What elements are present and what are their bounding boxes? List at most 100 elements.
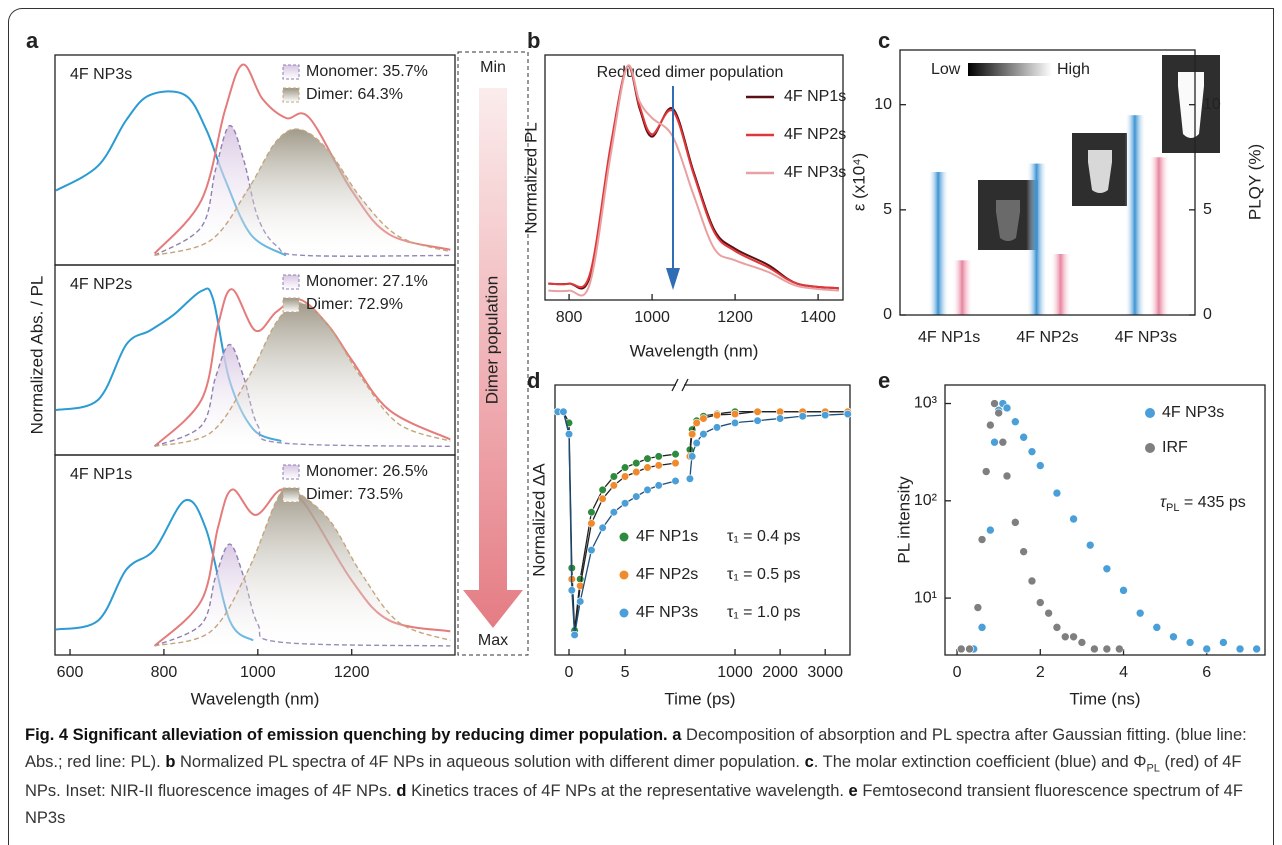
panel-letter: d xyxy=(527,368,540,393)
x-tick-label: 1400 xyxy=(800,309,836,326)
data-point xyxy=(1035,598,1045,607)
legend-label: Monomer: 26.5% xyxy=(306,463,428,480)
fit-line xyxy=(557,411,676,636)
data-point xyxy=(990,437,999,447)
caption-run: . The molar extinction coefficient (blue… xyxy=(813,752,1147,771)
data-point xyxy=(1219,638,1228,647)
panel-letter: e xyxy=(878,368,890,393)
axis-title: PLQY (%) xyxy=(1245,144,1264,220)
axis-title: ε (x10⁴) xyxy=(849,153,868,211)
data-point xyxy=(609,508,618,517)
plot-frame xyxy=(899,49,1196,316)
data-point xyxy=(712,423,722,432)
caption-run: c xyxy=(804,752,814,771)
data-point xyxy=(643,454,652,463)
data-point xyxy=(654,461,663,470)
data-point xyxy=(730,418,740,428)
x-tick-label: 0 xyxy=(565,664,574,681)
data-point xyxy=(843,409,852,419)
data-point xyxy=(1027,576,1037,586)
data-point xyxy=(1085,540,1095,550)
data-point xyxy=(981,467,991,476)
data-point xyxy=(632,458,641,468)
x-tick-label: 0 xyxy=(953,664,962,681)
data-point xyxy=(821,411,830,420)
axis-title: Time (ps) xyxy=(664,689,735,708)
data-point xyxy=(598,494,607,503)
legend-marker xyxy=(619,608,629,618)
legend-marker xyxy=(1145,443,1155,453)
y-tick-label: 0 xyxy=(883,306,892,323)
data-point xyxy=(1019,432,1028,442)
figure-border xyxy=(8,8,1274,845)
data-point xyxy=(994,408,1003,418)
component-area xyxy=(154,302,451,447)
data-point xyxy=(587,546,596,555)
x-tick-label: 5 xyxy=(621,664,630,681)
annotation: Reduced dimer population xyxy=(597,64,784,81)
data-point xyxy=(965,644,974,654)
data-point xyxy=(598,523,607,532)
data-point xyxy=(1202,644,1212,654)
subplot-title: 4F NP3s xyxy=(70,66,132,83)
legend-annotation: τ₁ = 0.4 ps xyxy=(727,528,801,545)
data-point xyxy=(598,485,607,494)
legend-swatch xyxy=(282,464,300,480)
legend-swatch xyxy=(282,87,300,103)
legend-label: 4F NP2s xyxy=(784,126,846,143)
legend-annotation: τ₁ = 0.5 ps xyxy=(727,566,801,583)
arrow-top: Min xyxy=(480,59,506,76)
x-tick-label: 1000 xyxy=(240,664,276,681)
caption-run: Kinetics traces of 4F NPs at the represe… xyxy=(406,781,849,800)
data-point xyxy=(671,476,680,486)
x-tick-label: 6 xyxy=(1202,664,1211,681)
component-line xyxy=(154,124,451,257)
data-point xyxy=(1027,447,1037,456)
y-tick-label: 10² xyxy=(914,492,938,509)
bar xyxy=(1050,254,1071,315)
data-point xyxy=(620,499,630,508)
data-point xyxy=(956,644,966,654)
arrow xyxy=(463,88,523,628)
axis-title: Normalized Abs. / PL xyxy=(27,276,46,435)
data-point xyxy=(688,452,697,461)
arrow-box xyxy=(457,51,529,656)
data-point xyxy=(688,429,697,439)
spectrum-line xyxy=(548,65,839,290)
data-point xyxy=(632,467,641,477)
legend-label: Dimer: 72.9% xyxy=(306,296,403,313)
spectrum-line xyxy=(153,288,451,448)
data-point xyxy=(977,535,987,544)
legend-label: IRF xyxy=(1162,439,1188,456)
legend-label: 4F NP1s xyxy=(784,88,846,105)
x-tick-label: 4F NP3s xyxy=(1115,329,1177,346)
colorbar-high: High xyxy=(1057,61,1090,78)
legend-label: 4F NP3s xyxy=(636,604,698,621)
spectrum-line xyxy=(548,64,839,297)
figure: a 4F NP3s Monomer: 35.7% Dimer: 64.3% 4F NP2… xyxy=(26,28,1266,708)
legend-marker xyxy=(619,532,629,542)
caption-run: d xyxy=(396,781,407,800)
x-tick-label: 1000 xyxy=(634,309,670,326)
y-tick-label: 10 xyxy=(1203,96,1221,113)
x-tick-label: 600 xyxy=(57,664,84,681)
axis-title: Wavelength (nm) xyxy=(630,341,759,360)
data-point xyxy=(564,429,574,439)
caption-run: PL xyxy=(1146,762,1160,775)
x-tick-label: 1200 xyxy=(334,664,370,681)
annotation-text: = 435 ps xyxy=(1179,494,1245,511)
legend-label: Monomer: 35.7% xyxy=(306,63,428,80)
component-area xyxy=(154,129,451,256)
data-point xyxy=(1077,638,1087,647)
fit-line xyxy=(557,411,676,631)
legend-swatch xyxy=(282,64,300,80)
subplot-title: 4F NP2s xyxy=(70,276,132,293)
bar xyxy=(1148,157,1169,315)
data-point xyxy=(643,485,652,494)
data-point xyxy=(1052,623,1062,632)
bar xyxy=(1026,163,1047,315)
annotation-sub: PL xyxy=(1166,502,1179,514)
caption-run: b xyxy=(165,752,176,771)
plot-frame xyxy=(54,454,456,656)
data-point xyxy=(1115,644,1124,654)
